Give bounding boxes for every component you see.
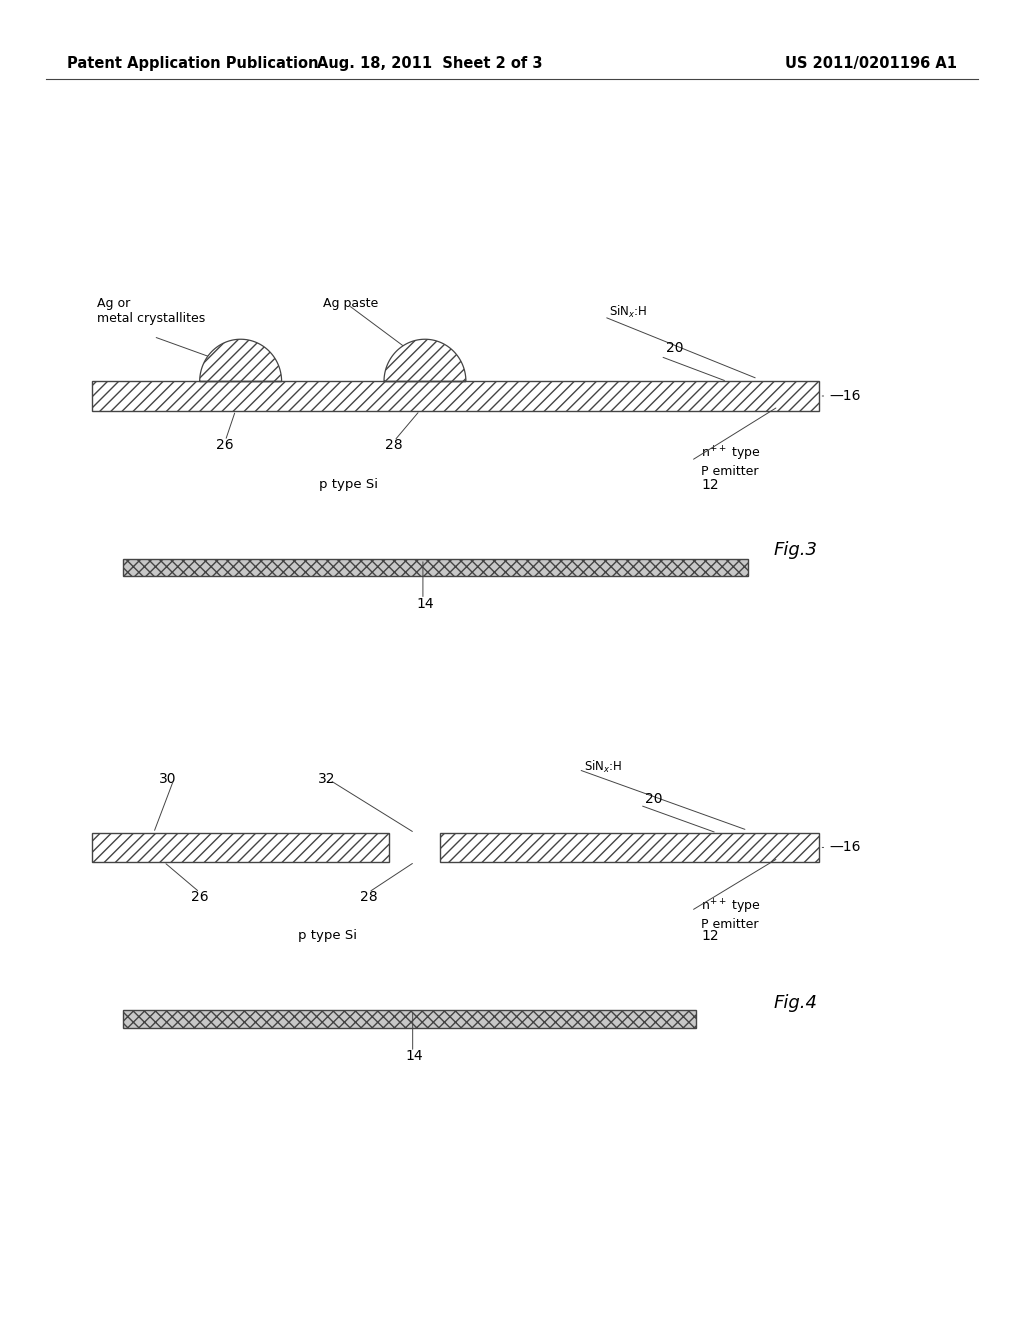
Text: 30: 30 — [159, 772, 176, 787]
Bar — [440, 833, 819, 862]
Text: —16: —16 — [829, 389, 861, 403]
Text: SiN$_x$:H: SiN$_x$:H — [584, 759, 622, 775]
Bar — [92, 381, 819, 411]
Text: 20: 20 — [645, 792, 663, 807]
Text: 14: 14 — [406, 1049, 424, 1064]
Text: 26: 26 — [190, 890, 209, 904]
Text: n$^{++}$ type
P emitter: n$^{++}$ type P emitter — [701, 445, 761, 478]
Text: 28: 28 — [385, 438, 403, 453]
Polygon shape — [384, 339, 466, 381]
Text: —16: —16 — [829, 841, 861, 854]
Text: Fig.4: Fig.4 — [773, 994, 817, 1012]
Text: 28: 28 — [359, 890, 378, 904]
Text: 26: 26 — [216, 438, 234, 453]
Text: Ag or
metal crystallites: Ag or metal crystallites — [97, 297, 206, 325]
Bar — [123, 560, 748, 576]
Text: US 2011/0201196 A1: US 2011/0201196 A1 — [785, 55, 957, 71]
Text: SiN$_x$:H: SiN$_x$:H — [609, 304, 647, 319]
Text: 20: 20 — [666, 341, 683, 355]
Text: p type Si: p type Si — [298, 929, 357, 942]
Polygon shape — [200, 339, 282, 381]
Bar — [92, 833, 389, 862]
Text: Patent Application Publication: Patent Application Publication — [67, 55, 318, 71]
Text: 12: 12 — [701, 478, 719, 492]
Text: Fig.3: Fig.3 — [773, 541, 817, 560]
Text: 32: 32 — [317, 772, 335, 787]
Text: n$^{++}$ type
P emitter: n$^{++}$ type P emitter — [701, 898, 761, 931]
Text: 12: 12 — [701, 929, 719, 944]
Text: Ag paste: Ag paste — [323, 297, 378, 310]
Bar — [123, 1011, 696, 1027]
Text: p type Si: p type Si — [318, 478, 378, 491]
Text: Aug. 18, 2011  Sheet 2 of 3: Aug. 18, 2011 Sheet 2 of 3 — [317, 55, 543, 71]
Text: 14: 14 — [416, 597, 434, 611]
